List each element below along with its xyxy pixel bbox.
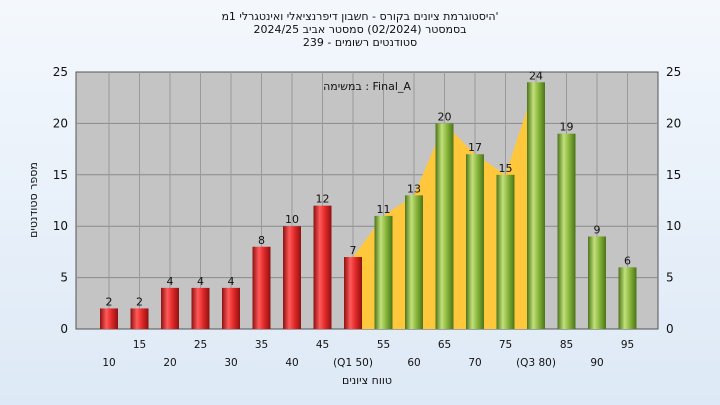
- data-label: 17: [468, 141, 482, 154]
- bar: [374, 215, 393, 329]
- data-label: 20: [438, 110, 452, 123]
- data-label: 8: [258, 234, 265, 247]
- data-label: 11: [377, 203, 391, 216]
- x-tick-label: 45: [316, 339, 329, 351]
- chart-subtitle-semester: בסמסטר (02/2024) סמסטר אביב 2024/25: [253, 23, 467, 36]
- x-tick-label: 65: [438, 339, 451, 351]
- x-tick-label: 15: [133, 339, 146, 351]
- chart-subtitle-enrolled: סטודנטים רשומים - 239: [302, 36, 418, 49]
- y-tick-label-left: 15: [53, 168, 68, 182]
- bar: [435, 123, 454, 330]
- data-label: 12: [316, 193, 330, 206]
- bar: [496, 174, 515, 329]
- y-tick-label-right: 10: [666, 219, 681, 233]
- data-label: 10: [285, 213, 299, 226]
- bar: [344, 257, 362, 329]
- bar: [313, 205, 332, 329]
- y-axis-title: מספר סטודנטים: [27, 162, 40, 238]
- bar: [405, 195, 423, 329]
- bar: [588, 236, 606, 329]
- data-label: 2: [136, 295, 143, 308]
- y-ticks-left: 0 5 10 15 20 25: [53, 65, 68, 336]
- x-tick-label: 30: [224, 357, 237, 369]
- x-tick-label: 70: [468, 357, 481, 369]
- bar: [466, 154, 484, 329]
- chart-titles: 'היסטוגרמת ציונים בקורס - חשבון דיפרנציא…: [0, 10, 720, 49]
- x-ticks: 10 15 20 25 30 35 40 45 (Q1 50) 55 60 65 70 75 (Q3 80)…: [102, 339, 634, 369]
- data-label: 9: [594, 223, 601, 236]
- bar: [191, 287, 210, 329]
- data-label: 15: [499, 162, 513, 175]
- x-tick-label: 95: [621, 339, 634, 351]
- bar: [161, 287, 179, 329]
- x-tick-label: 20: [163, 357, 176, 369]
- bars: [100, 82, 637, 330]
- bar: [283, 226, 301, 329]
- x-tick-label: 75: [499, 339, 512, 351]
- bar: [222, 287, 240, 329]
- data-label: 6: [624, 254, 631, 267]
- chart-title: 'היסטוגרמת ציונים בקורס - חשבון דיפרנציא…: [221, 10, 499, 23]
- bar: [252, 246, 271, 329]
- data-label: 4: [167, 275, 174, 288]
- data-label: 4: [228, 275, 235, 288]
- y-tick-label-right: 5: [666, 271, 674, 285]
- bar: [618, 267, 637, 329]
- y-tick-label-right: 15: [666, 168, 681, 182]
- y-tick-label-left: 25: [53, 65, 68, 79]
- y-tick-label-left: 0: [60, 322, 68, 336]
- y-tick-label-left: 20: [53, 116, 68, 130]
- x-tick-label: 35: [255, 339, 268, 351]
- x-tick-label: 90: [590, 357, 603, 369]
- x-tick-label: 55: [377, 339, 390, 351]
- y-tick-label-right: 20: [666, 116, 681, 130]
- task-annotation: Final_A : במשימה: [323, 80, 411, 93]
- y-tick-label-right: 0: [666, 322, 674, 336]
- y-tick-label-left: 5: [60, 271, 68, 285]
- data-label: 24: [529, 69, 543, 82]
- bar: [100, 308, 118, 329]
- data-label: 13: [407, 182, 421, 195]
- x-tick-label: (Q3 80): [516, 357, 556, 369]
- bar: [527, 82, 545, 329]
- x-tick-label: 60: [407, 357, 420, 369]
- bar: [557, 133, 576, 329]
- x-tick-label: 10: [102, 357, 115, 369]
- x-tick-label: 85: [560, 339, 573, 351]
- x-tick-label: 40: [285, 357, 298, 369]
- x-tick-label: 25: [194, 339, 207, 351]
- data-label: 7: [350, 244, 357, 257]
- x-axis-title: טווח ציונים: [342, 374, 392, 387]
- y-tick-label-left: 10: [53, 219, 68, 233]
- data-label: 19: [560, 121, 574, 134]
- y-tick-label-right: 25: [666, 65, 681, 79]
- data-label: 2: [106, 295, 113, 308]
- x-tick-label: (Q1 50): [333, 357, 373, 369]
- y-ticks-right: 0 5 10 15 20 25: [666, 65, 681, 336]
- data-label: 4: [197, 275, 204, 288]
- bar: [130, 308, 149, 329]
